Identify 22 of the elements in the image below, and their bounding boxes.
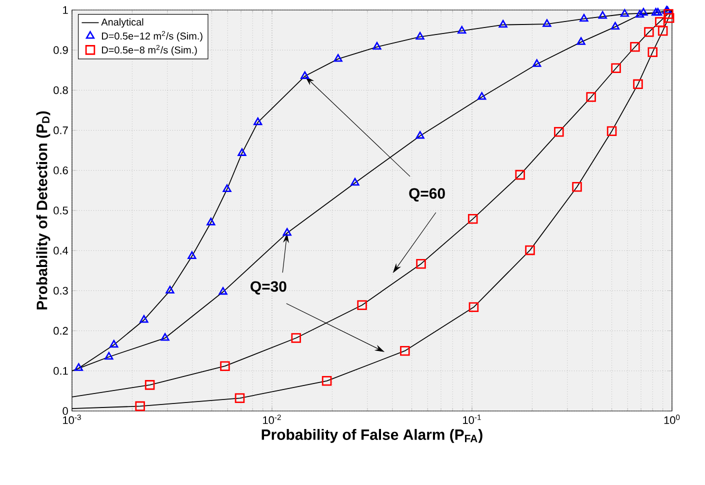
y-tick-label: 0.6 <box>54 166 68 174</box>
y-tick-label: 0.4 <box>54 246 68 254</box>
legend-label: D=0.5e−8 m$^{2}$/s (Sim.) <box>102 44 197 56</box>
y-tick-label: 0.2 <box>54 326 68 335</box>
legend-label: D=0.5e−12 m$^{2}$/s (Sim.) <box>102 30 202 42</box>
x-tick-label: 10$^{0}$ <box>664 414 680 424</box>
y-tick-label: 0.8 <box>54 86 68 94</box>
annotation: Q=60 <box>409 188 445 202</box>
y-tick-label: 0.3 <box>54 286 68 295</box>
y-axis-title: Probability of Detection (P$_{D}$) <box>36 111 50 310</box>
x-tick-label: 10$^{-2}$ <box>263 414 281 424</box>
y-tick-label: 0.7 <box>54 126 68 134</box>
x-axis-title: Probability of False Alarm (P$_{FA}$) <box>262 428 482 443</box>
y-tick-label: 1 <box>63 6 68 14</box>
y-tick-label: 0.5 <box>54 206 68 214</box>
y-tick-label: 0.1 <box>54 367 68 375</box>
x-tick-label: 10$^{-1}$ <box>463 414 481 424</box>
legend-label: Analytical <box>101 18 144 28</box>
y-tick-label: 0 <box>62 407 68 415</box>
annotation: Q=30 <box>250 281 286 295</box>
x-tick-label: 10$^{-3}$ <box>63 414 81 424</box>
y-tick-label: 0.9 <box>54 46 68 54</box>
